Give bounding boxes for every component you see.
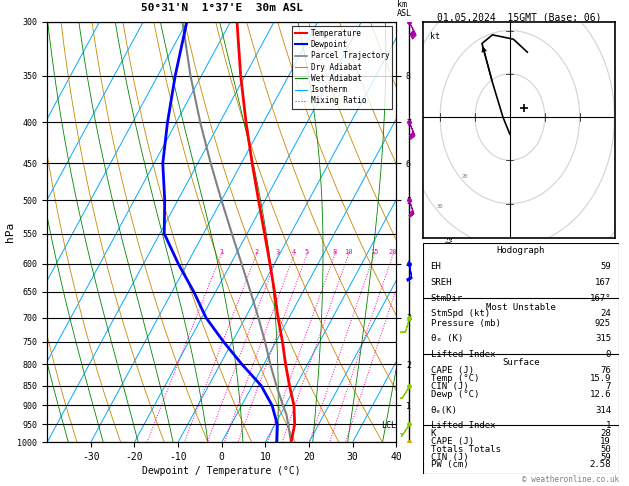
Text: Pressure (mb): Pressure (mb) [430, 319, 501, 328]
Text: θₑ(K): θₑ(K) [430, 405, 457, 415]
Text: 10: 10 [344, 249, 353, 255]
Text: 4: 4 [292, 249, 296, 255]
Text: 1: 1 [606, 421, 611, 430]
Text: Lifted Index: Lifted Index [430, 350, 495, 359]
Legend: Temperature, Dewpoint, Parcel Trajectory, Dry Adiabat, Wet Adiabat, Isotherm, Mi: Temperature, Dewpoint, Parcel Trajectory… [292, 26, 392, 108]
Text: Hodograph: Hodograph [497, 246, 545, 256]
Text: CAPE (J): CAPE (J) [430, 366, 474, 375]
Text: 315: 315 [595, 334, 611, 344]
Text: © weatheronline.co.uk: © weatheronline.co.uk [523, 474, 620, 484]
Text: 1: 1 [219, 249, 223, 255]
Text: Most Unstable: Most Unstable [486, 303, 556, 312]
Text: LCL: LCL [381, 421, 396, 430]
Text: StmSpd (kt): StmSpd (kt) [430, 309, 489, 318]
Text: CAPE (J): CAPE (J) [430, 437, 474, 446]
Text: 24: 24 [600, 309, 611, 318]
Text: 59: 59 [600, 262, 611, 271]
Text: Surface: Surface [502, 359, 540, 367]
Text: 5: 5 [304, 249, 309, 255]
Text: kt: kt [430, 32, 440, 41]
Text: 15.9: 15.9 [589, 374, 611, 383]
Text: 50°31'N  1°37'E  30m ASL: 50°31'N 1°37'E 30m ASL [141, 3, 303, 14]
Text: 20: 20 [389, 249, 397, 255]
Text: 314: 314 [595, 405, 611, 415]
Y-axis label: hPa: hPa [4, 222, 14, 242]
Text: 20: 20 [461, 174, 467, 178]
Text: 28: 28 [600, 429, 611, 438]
Text: K: K [430, 429, 436, 438]
Text: StmDir: StmDir [430, 294, 463, 303]
Text: 925: 925 [595, 319, 611, 328]
Text: km
ASL: km ASL [397, 0, 412, 17]
Y-axis label: Mixing Ratio (g/kg): Mixing Ratio (g/kg) [446, 185, 455, 279]
Text: 2: 2 [254, 249, 259, 255]
Text: θₑ (K): θₑ (K) [430, 334, 463, 344]
Text: 167°: 167° [589, 294, 611, 303]
Text: CIN (J): CIN (J) [430, 382, 468, 391]
Text: 7: 7 [606, 382, 611, 391]
Text: Totals Totals: Totals Totals [430, 445, 501, 453]
Text: 8: 8 [333, 249, 337, 255]
Text: 01.05.2024  15GMT (Base: 06): 01.05.2024 15GMT (Base: 06) [437, 12, 602, 22]
Text: 0: 0 [606, 350, 611, 359]
Text: Lifted Index: Lifted Index [430, 421, 495, 430]
Text: 12.6: 12.6 [589, 390, 611, 399]
Text: 2.58: 2.58 [589, 460, 611, 469]
Text: 19: 19 [600, 437, 611, 446]
Text: Dewp (°C): Dewp (°C) [430, 390, 479, 399]
Text: EH: EH [430, 262, 442, 271]
Text: CIN (J): CIN (J) [430, 452, 468, 462]
Text: 50: 50 [600, 445, 611, 453]
Text: PW (cm): PW (cm) [430, 460, 468, 469]
Text: 76: 76 [600, 366, 611, 375]
X-axis label: Dewpoint / Temperature (°C): Dewpoint / Temperature (°C) [142, 466, 301, 476]
Text: 15: 15 [370, 249, 378, 255]
Text: 3: 3 [276, 249, 280, 255]
Text: 30: 30 [437, 204, 443, 209]
Text: SREH: SREH [430, 278, 452, 287]
Text: 167: 167 [595, 278, 611, 287]
Text: 59: 59 [600, 452, 611, 462]
Text: Temp (°C): Temp (°C) [430, 374, 479, 383]
